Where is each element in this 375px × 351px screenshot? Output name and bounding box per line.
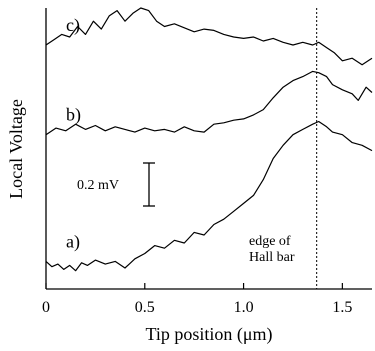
scale-bar-label: 0.2 mV: [77, 178, 119, 193]
x-tick-label: 1.5: [332, 299, 352, 316]
x-tick-label: 0.5: [135, 299, 155, 316]
annotation-line2: Hall bar: [249, 250, 295, 265]
series-labels: a) b) c): [66, 15, 81, 252]
series-label-b: b): [66, 105, 81, 126]
annotation-line1: edge of: [249, 234, 291, 249]
scale-bar: [143, 162, 155, 207]
x-axis-label: Tip position (μm): [145, 324, 272, 345]
trace-b: [45, 70, 373, 136]
series-label-a: a): [66, 231, 80, 252]
y-axis-label: Local Voltage: [6, 99, 26, 199]
traces: [45, 7, 373, 272]
series-label-c: c): [66, 15, 80, 36]
trace-c: [45, 7, 373, 66]
x-tick-label: 0: [42, 299, 50, 316]
x-ticks: 0 0.5 1.0 1.5: [42, 283, 352, 316]
trace-a: [45, 120, 373, 272]
x-tick-label: 1.0: [234, 299, 254, 316]
